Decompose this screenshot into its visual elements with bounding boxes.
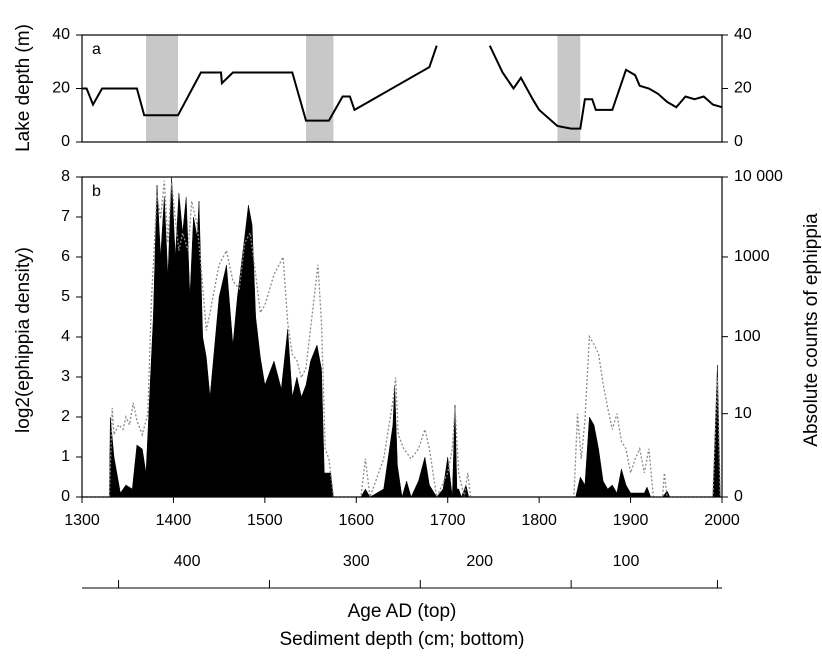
y2-tick-label: 0 [734, 133, 743, 150]
area [82, 176, 721, 498]
y-tick-label: 0 [61, 133, 70, 150]
x-tick-label: 1500 [247, 512, 283, 529]
depth-tick-label: 200 [466, 553, 493, 570]
depth-tick-label: 400 [174, 553, 201, 570]
depth-axis-label: Sediment depth (cm; bottom) [280, 629, 525, 650]
panel-label: a [92, 41, 101, 58]
y2-tick-label: 10 000 [734, 168, 783, 185]
y2-tick-label: 1000 [734, 248, 770, 265]
line [82, 45, 438, 122]
x-tick-label: 1800 [521, 512, 557, 529]
y-tick-label: 8 [61, 168, 70, 185]
shaded-period [557, 35, 581, 142]
y-tick-label: 3 [61, 368, 70, 385]
y-tick-label: 6 [61, 248, 70, 265]
x-tick-label: 2000 [704, 512, 740, 529]
y-tick-label: 1 [61, 448, 70, 465]
y2-tick-label: 40 [734, 26, 752, 43]
y-tick-label: 20 [52, 80, 70, 97]
y-axis-label: Lake depth (m) [13, 24, 34, 152]
y2-tick-label: 20 [734, 80, 752, 97]
line [82, 180, 721, 500]
y2-axis-label: Absolute counts of ephippia [801, 213, 822, 447]
y-tick-label: 4 [61, 328, 70, 345]
panel-label: b [92, 183, 101, 200]
y-tick-label: 5 [61, 288, 70, 305]
x-tick-label: 1700 [430, 512, 466, 529]
x-axis-label: Age AD (top) [348, 601, 457, 622]
x-tick-label: 1900 [613, 512, 649, 529]
shaded-period [306, 35, 334, 142]
shaded-period [146, 35, 178, 142]
y-tick-label: 7 [61, 208, 70, 225]
line [488, 45, 723, 130]
y-tick-label: 2 [61, 408, 70, 425]
x-tick-label: 1400 [156, 512, 192, 529]
depth-tick-label: 100 [613, 553, 640, 570]
y-tick-label: 40 [52, 26, 70, 43]
y-tick-label: 0 [61, 488, 70, 505]
y-axis-label: log2(ephippia density) [13, 247, 34, 433]
x-tick-label: 1600 [338, 512, 374, 529]
y2-tick-label: 10 [734, 405, 752, 422]
y2-tick-label: 0 [734, 488, 743, 505]
depth-tick-label: 300 [343, 553, 370, 570]
x-tick-label: 1300 [64, 512, 100, 529]
y2-tick-label: 100 [734, 328, 761, 345]
